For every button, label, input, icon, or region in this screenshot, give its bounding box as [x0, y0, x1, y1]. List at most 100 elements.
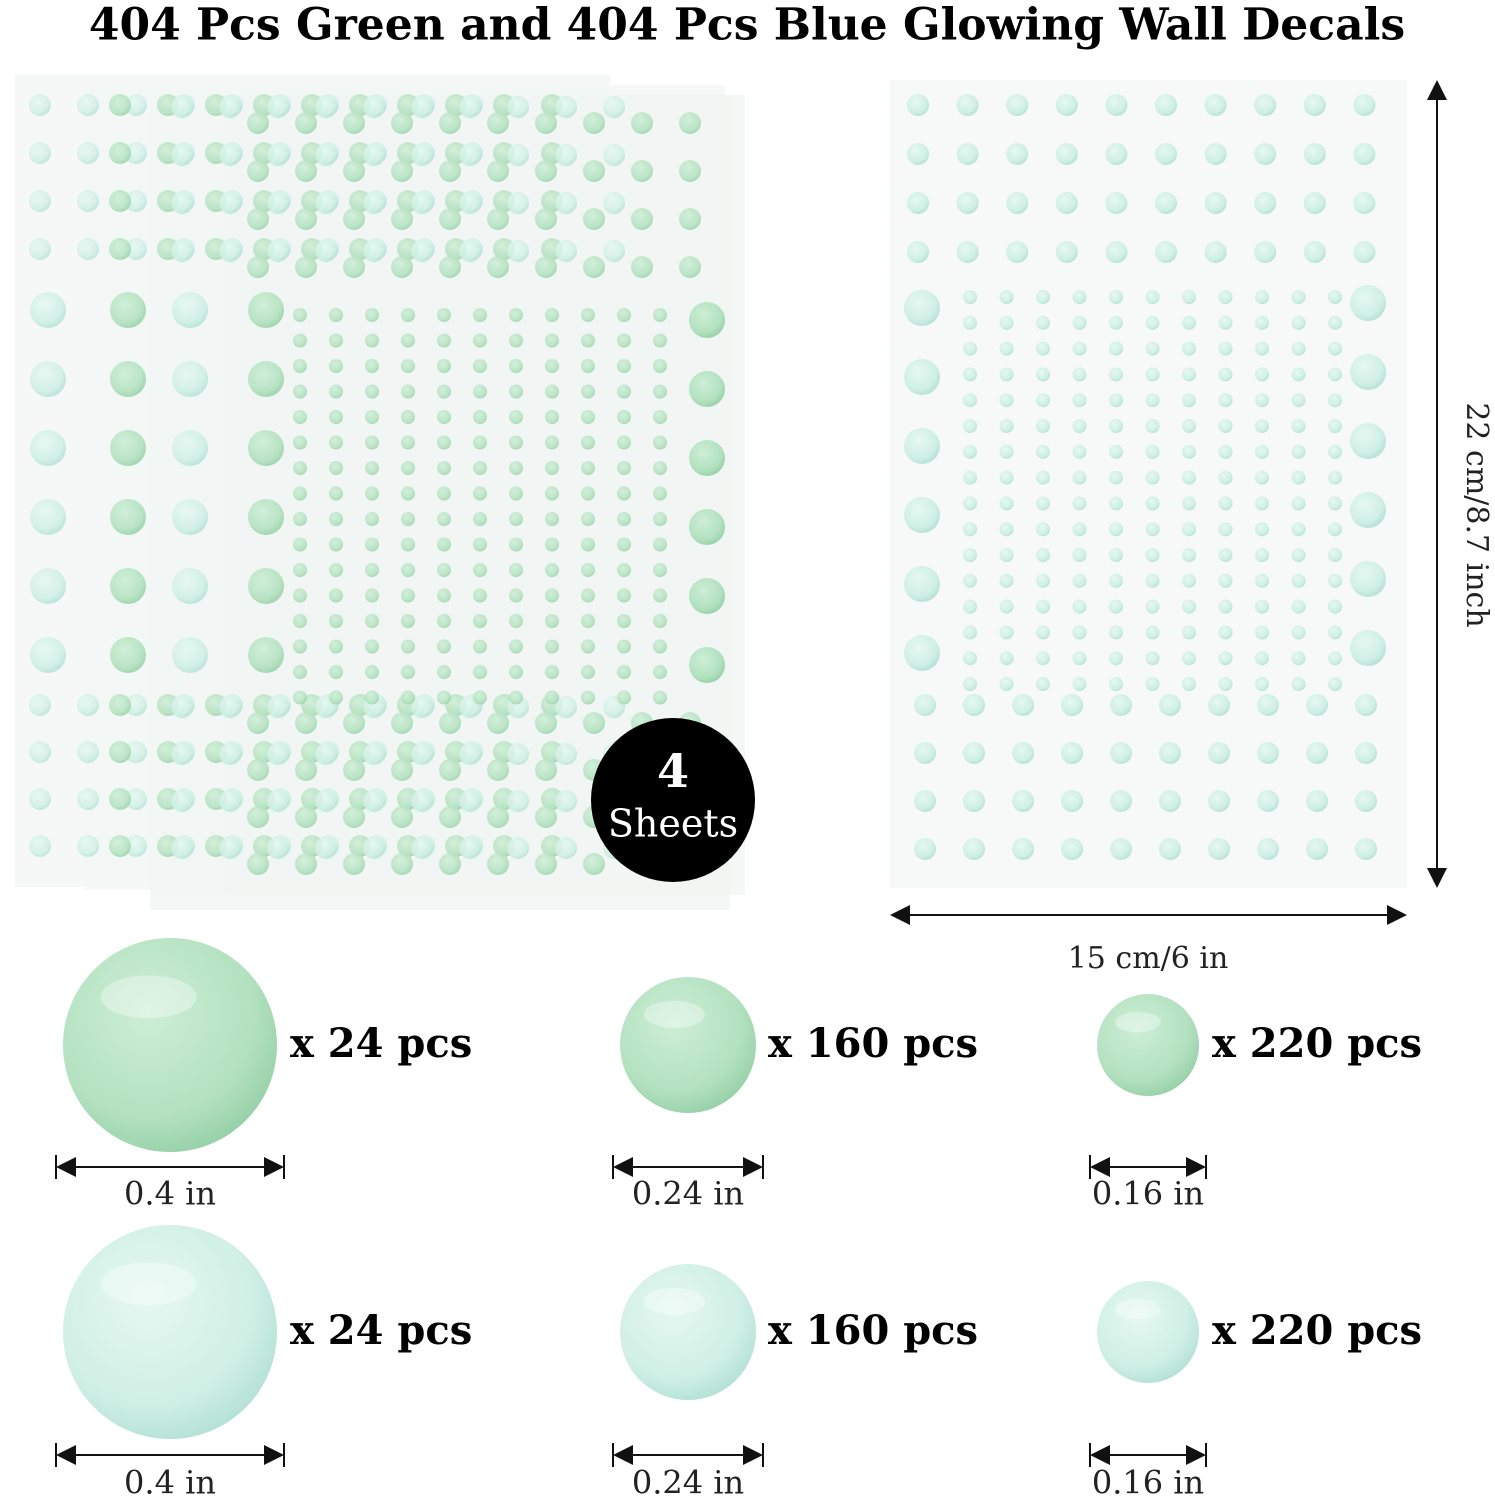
dot — [904, 497, 940, 533]
dot — [545, 563, 559, 577]
highlight — [100, 975, 197, 1019]
dot — [507, 144, 529, 166]
dot — [581, 639, 595, 654]
dot — [267, 790, 289, 812]
dot — [437, 639, 451, 654]
dot — [545, 461, 559, 475]
dot — [904, 635, 940, 671]
dot — [617, 384, 631, 399]
dot — [365, 384, 379, 399]
dot — [487, 712, 509, 734]
dot — [1218, 290, 1233, 304]
size-label: 0.16 in — [1092, 1175, 1204, 1213]
dot — [1072, 599, 1087, 614]
dot — [1306, 742, 1328, 764]
dot — [437, 486, 451, 501]
dot — [459, 144, 481, 166]
dot — [583, 208, 605, 230]
dot — [963, 548, 977, 562]
dot — [365, 333, 379, 348]
dot — [439, 806, 461, 828]
dot — [1182, 393, 1196, 408]
dot — [1350, 630, 1386, 666]
dot — [689, 647, 725, 683]
dot — [437, 410, 451, 424]
dot — [617, 308, 631, 322]
dot — [963, 790, 985, 812]
dot — [555, 837, 577, 859]
dot — [509, 308, 523, 322]
dot — [545, 410, 559, 424]
dot — [904, 290, 940, 326]
dot — [507, 837, 529, 859]
dot — [509, 333, 523, 348]
dot — [329, 410, 343, 424]
dot — [1303, 143, 1326, 165]
dot — [172, 361, 208, 397]
dot — [653, 537, 667, 552]
badge-count: 4 — [657, 744, 689, 798]
decal-sample — [620, 977, 756, 1113]
dot — [1036, 677, 1050, 691]
dot — [1306, 838, 1328, 860]
dot — [1072, 677, 1087, 691]
dot — [1145, 315, 1160, 330]
dot — [679, 160, 701, 182]
dot — [603, 144, 625, 166]
dot — [315, 192, 337, 214]
dot — [1012, 838, 1034, 860]
title: 404 Pcs Green and 404 Pcs Blue Glowing W… — [89, 0, 1405, 51]
dot — [109, 238, 131, 260]
dot — [1055, 241, 1078, 263]
dot — [401, 384, 415, 399]
dot — [459, 790, 481, 812]
dot — [1145, 341, 1160, 356]
dot — [963, 470, 977, 485]
dot — [583, 256, 605, 278]
dot — [1145, 367, 1160, 382]
dot — [109, 741, 131, 763]
dot — [329, 308, 343, 322]
dot — [391, 853, 413, 875]
dot — [487, 208, 509, 230]
dot — [1218, 522, 1233, 537]
dot — [1255, 419, 1269, 433]
dot — [365, 486, 379, 501]
dot — [473, 614, 487, 628]
dot — [1328, 599, 1342, 614]
dot — [365, 563, 379, 577]
dot — [679, 208, 701, 230]
dot — [329, 537, 343, 552]
dot — [1109, 315, 1123, 330]
dot — [1350, 354, 1386, 390]
dot — [473, 690, 487, 705]
dot — [617, 461, 631, 475]
dot — [77, 788, 99, 810]
dot — [1255, 367, 1269, 382]
highlight — [1114, 1011, 1161, 1033]
height-label: 22 cm/8.7 inch — [1459, 402, 1494, 627]
highlight — [1114, 1298, 1161, 1320]
dot — [1291, 341, 1306, 356]
dot — [365, 308, 379, 322]
dot — [653, 410, 667, 424]
dot — [1110, 790, 1132, 812]
dot — [545, 486, 559, 501]
dot — [1355, 742, 1377, 764]
dot — [437, 512, 451, 526]
dot — [401, 308, 415, 322]
dot — [1218, 393, 1233, 408]
dot — [509, 588, 523, 603]
dot — [125, 741, 147, 763]
dot — [509, 435, 523, 450]
dot — [1182, 444, 1196, 459]
count-label: x 24 pcs — [290, 1020, 472, 1067]
dot — [1218, 677, 1233, 691]
dot — [437, 308, 451, 322]
dot — [29, 238, 51, 260]
dot — [1012, 742, 1034, 764]
dot — [545, 384, 559, 399]
dot — [1055, 143, 1078, 165]
count-label: x 220 pcs — [1212, 1307, 1422, 1354]
dot — [437, 435, 451, 450]
